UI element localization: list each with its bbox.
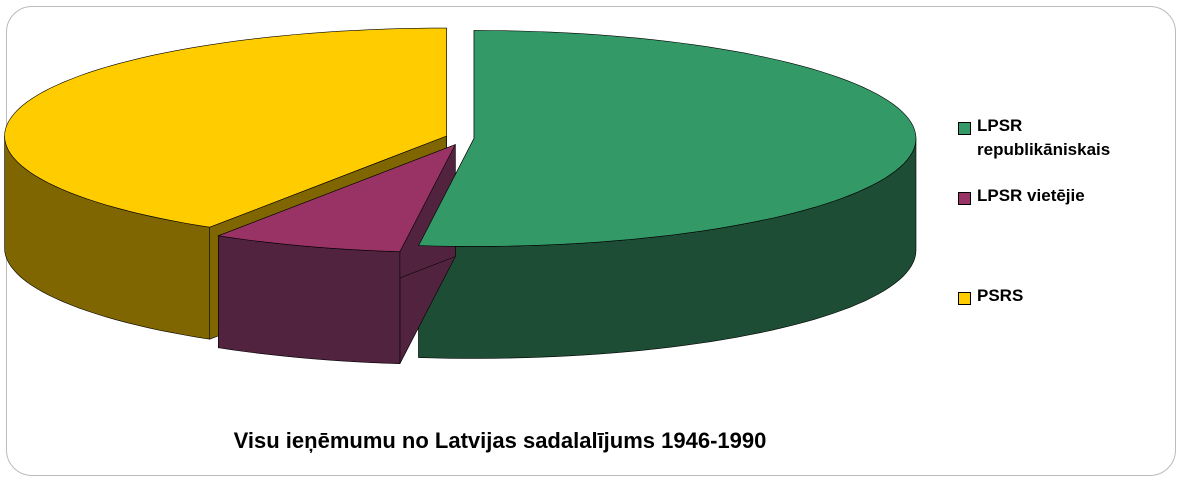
legend-item: LPSR republikāniskais bbox=[958, 116, 1152, 162]
legend-item: LPSR vietējie bbox=[958, 186, 1152, 208]
chart-title: Visu ieņēmumu no Latvijas sadalalījums 1… bbox=[233, 428, 767, 453]
slice-side bbox=[218, 235, 401, 365]
slice bbox=[418, 30, 917, 247]
legend-label: PSRS bbox=[977, 286, 1024, 305]
legend-label: LPSR republikāniskais bbox=[977, 116, 1111, 159]
slice bbox=[4, 27, 447, 228]
legend-swatch bbox=[958, 292, 971, 305]
legend-item: PSRS bbox=[958, 286, 1152, 308]
legend-swatch bbox=[958, 122, 971, 135]
slice bbox=[217, 144, 456, 253]
legend-label: LPSR vietējie bbox=[977, 186, 1085, 205]
legend-swatch bbox=[958, 192, 971, 205]
